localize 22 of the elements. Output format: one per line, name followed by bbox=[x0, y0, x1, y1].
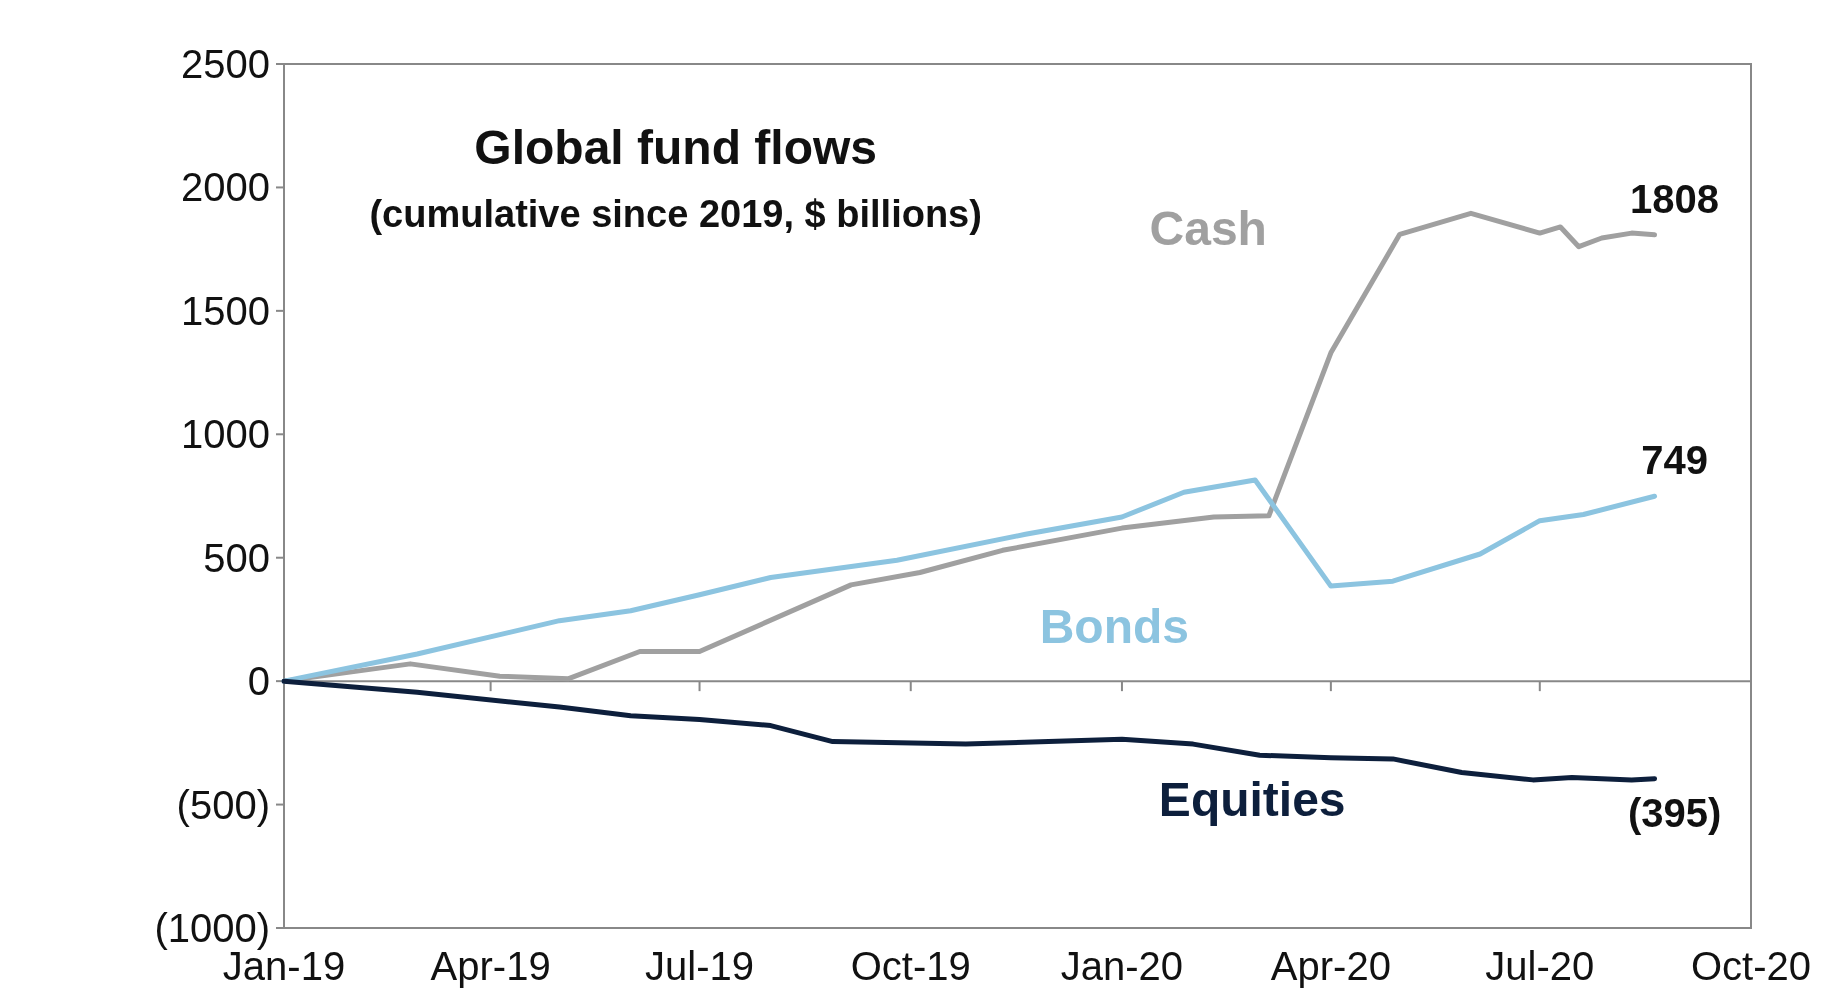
series-label: Bonds bbox=[1039, 599, 1189, 653]
text: (cumulative since 2019, $ billions) bbox=[369, 193, 982, 235]
series-label: Equities bbox=[1158, 772, 1346, 826]
x-tick-label: Jan-20 bbox=[1060, 944, 1184, 988]
y-tick-label: (500) bbox=[176, 782, 270, 827]
y-tick-label: 1500 bbox=[181, 288, 270, 333]
x-tick-label: Jul-20 bbox=[1485, 944, 1595, 988]
data-label: 1808 bbox=[1630, 176, 1720, 221]
x-tick-label: Apr-20 bbox=[1270, 944, 1391, 988]
text: Cash bbox=[1149, 202, 1267, 256]
x-tick-label: Apr-19 bbox=[430, 944, 551, 988]
y-tick-label: 2000 bbox=[181, 165, 270, 210]
text: Global fund flows bbox=[474, 121, 878, 174]
data-label: (395) bbox=[1627, 790, 1722, 835]
y-tick-label: 0 bbox=[247, 659, 270, 704]
y-tick-label: 2500 bbox=[181, 42, 270, 86]
x-tick-label: Oct-20 bbox=[1690, 944, 1812, 988]
x-tick-label: Oct-19 bbox=[850, 944, 971, 988]
x-tick-label: Jul-19 bbox=[645, 944, 755, 988]
y-tick-label: 1000 bbox=[181, 412, 270, 457]
data-label: 749 bbox=[1641, 438, 1708, 483]
y-tick-label: 500 bbox=[203, 535, 270, 580]
